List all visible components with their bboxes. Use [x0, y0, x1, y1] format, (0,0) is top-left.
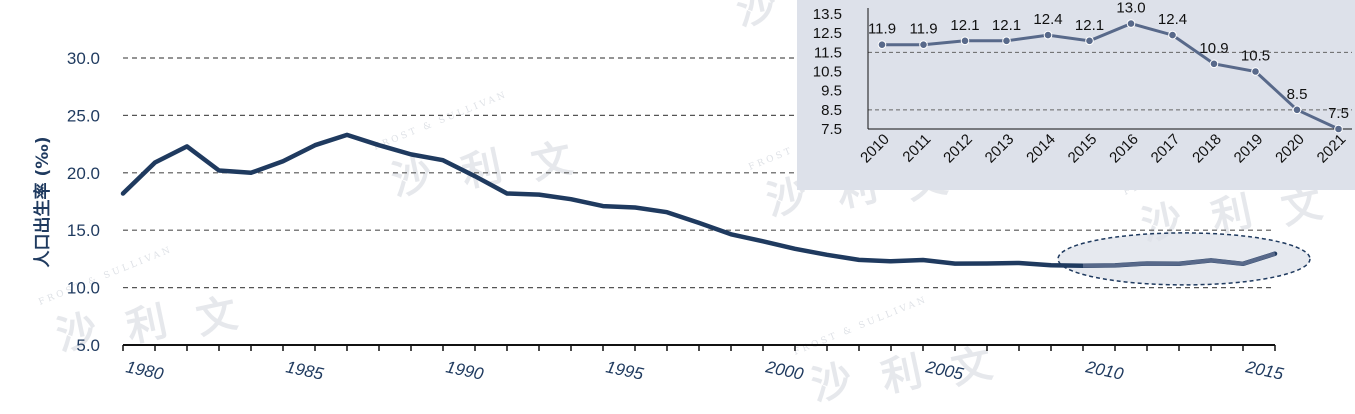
main-x-tick-label: 2015	[1243, 357, 1285, 384]
watermark-text: FROST & SULLIVAN	[37, 245, 174, 308]
inset-data-point	[960, 36, 970, 46]
inset-series-line	[882, 22, 1340, 131]
inset-y-tick-label: 8.5	[821, 102, 842, 119]
watermark-char: 沙	[733, 0, 782, 35]
watermark-char: 沙	[388, 151, 437, 204]
inset-data-label: 11.9	[909, 21, 937, 38]
watermark-char: 文	[528, 135, 577, 188]
inset-data-label: 10.5	[1241, 48, 1270, 65]
inset-data-label: 12.1	[950, 17, 979, 34]
highlight-series-line	[1082, 251, 1276, 268]
inset-data-label: 12.1	[1075, 17, 1104, 34]
inset-data-label: 10.9	[1199, 40, 1228, 57]
main-y-tick-label: 15.0	[67, 221, 100, 240]
main-x-tick-labels: 1980 1985 1990 1995 2000 2005 2010 2015	[124, 357, 1285, 384]
inset-data-label: 7.5	[1328, 105, 1349, 122]
main-x-tick-label: 1980	[124, 357, 165, 384]
inset-data-point	[1209, 59, 1219, 69]
inset-data-point	[1334, 124, 1343, 134]
inset-y-tick-label: 11.5	[814, 44, 842, 61]
main-x-tick-label: 1985	[284, 357, 325, 384]
inset-data-label: 13.0	[1116, 0, 1145, 17]
watermark-char: 利	[1208, 188, 1257, 241]
main-y-tick-labels: 30.0 25.0 20.0 15.0 10.0 5.0	[67, 49, 100, 355]
inset-data-point	[1292, 105, 1302, 115]
inset-data-point	[919, 40, 928, 49]
watermark-text: FROST & SULLIVAN	[792, 295, 929, 358]
inset-y-tick-label: 12.5	[813, 25, 842, 42]
watermark-char: 文	[193, 290, 242, 343]
main-x-tick-label: 1995	[604, 357, 645, 384]
inset-gridlines	[868, 51, 1352, 111]
main-x-tick-label: 2010	[1083, 357, 1125, 384]
inset-background	[797, 0, 1355, 190]
inset-data-point	[1043, 30, 1053, 40]
main-x-tick-label: 2000	[763, 357, 805, 384]
inset-data-point	[1002, 36, 1011, 46]
main-x-tick-label: 1990	[444, 357, 485, 384]
main-y-tick-label: 30.0	[67, 49, 100, 68]
inset-data-points	[877, 19, 1343, 134]
watermark-text: FROST & SULLIVAN	[372, 90, 509, 153]
inset-y-tick-label: 13.5	[813, 6, 842, 23]
main-y-tick-label: 5.0	[76, 336, 100, 355]
inset-data-label: 12.4	[1033, 11, 1062, 28]
y-axis-label: 人口出生率 (‰)	[32, 137, 53, 268]
inset-data-point	[877, 40, 887, 49]
inset-y-tick-label: 10.5	[813, 64, 842, 81]
main-y-tick-label: 25.0	[67, 106, 100, 125]
inset-data-label: 11.9	[868, 21, 896, 38]
inset-data-point	[1168, 30, 1177, 40]
main-gridlines	[123, 57, 1275, 289]
main-x-tick-marks	[122, 345, 1276, 351]
main-y-tick-label: 10.0	[67, 279, 100, 298]
watermark-char: 利	[123, 298, 172, 351]
inset-data-label: 12.1	[992, 17, 1021, 34]
inset-y-tick-label: 7.5	[821, 121, 842, 138]
main-y-tick-label: 20.0	[67, 164, 100, 183]
inset-data-point	[1251, 67, 1260, 76]
highlight-ellipse	[1057, 232, 1311, 286]
inset-y-tick-labels: 13.5 12.5 11.5 10.5 9.5 8.5 7.5	[813, 6, 842, 138]
inset-chart: 13.5 12.5 11.5 10.5 9.5 8.5 7.5 11.9 11.9 12.1 12…	[797, 0, 1355, 190]
watermark-char: 沙	[53, 306, 102, 359]
watermark-char: 利	[878, 348, 927, 401]
inset-data-label: 12.4	[1158, 11, 1187, 28]
inset-data-point	[1126, 19, 1136, 28]
watermark-char: 沙	[808, 356, 857, 409]
inset-data-label: 8.5	[1287, 86, 1308, 103]
inset-y-tick-label: 9.5	[821, 83, 842, 100]
inset-data-labels: 11.9 11.9 12.1 12.1 12.4 12.1 13.0 12.4 10.9 10.5…	[868, 0, 1349, 122]
inset-data-point	[1085, 36, 1094, 46]
